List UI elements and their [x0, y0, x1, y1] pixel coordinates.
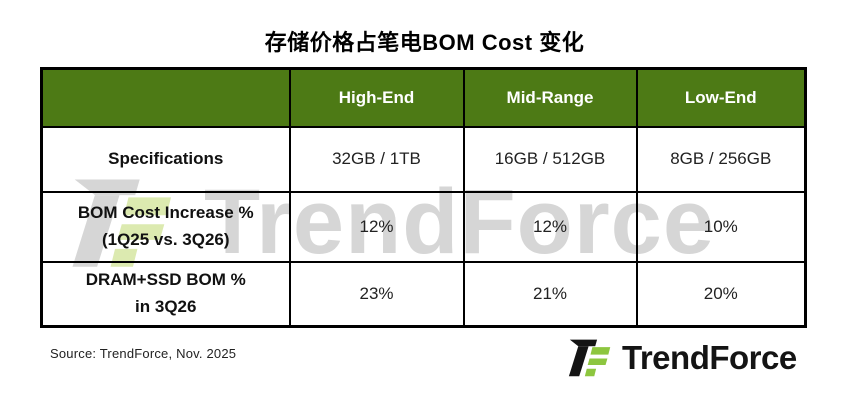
cell-specs-mid-range: 16GB / 512GB — [462, 125, 638, 193]
trendforce-logo: TrendForce — [567, 334, 797, 381]
cell-specs-low-end: 8GB / 256GB — [635, 125, 807, 193]
row-label-bom-cost-increase: BOM Cost Increase % (1Q25 vs. 3Q26) — [40, 190, 291, 263]
source-note: Source: TrendForce, Nov. 2025 — [50, 346, 237, 361]
cell-bom-low-end: 10% — [635, 190, 807, 263]
trendforce-logo-text: TrendForce — [622, 339, 797, 376]
cell-dram-mid-range: 21% — [462, 260, 638, 328]
header-cell-empty — [40, 67, 291, 128]
cell-bom-mid-range: 12% — [462, 190, 638, 263]
trendforce-logo-icon — [568, 339, 611, 377]
row-label-line: Specifications — [108, 148, 224, 168]
bom-cost-table: High-End Mid-Range Low-End Specification… — [40, 67, 807, 328]
row-label-line: in 3Q26 — [135, 296, 197, 316]
cell-dram-low-end: 20% — [635, 260, 807, 328]
table-row-dram-ssd-bom: DRAM+SSD BOM % in 3Q26 23% 21% 20% — [40, 260, 807, 328]
header-cell-high-end: High-End — [288, 67, 465, 128]
row-label-specifications: Specifications — [40, 125, 291, 193]
row-label-dram-ssd-bom: DRAM+SSD BOM % in 3Q26 — [40, 260, 291, 328]
cell-bom-high-end: 12% — [288, 190, 465, 263]
table-header-row: High-End Mid-Range Low-End — [40, 67, 807, 128]
row-label-line: (1Q25 vs. 3Q26) — [101, 229, 230, 249]
header-cell-low-end: Low-End — [635, 67, 807, 128]
row-label-line: DRAM+SSD BOM % — [85, 270, 246, 290]
page-title: 存储价格占笔电BOM Cost 变化 — [264, 30, 585, 55]
table-row-specifications: Specifications 32GB / 1TB 16GB / 512GB 8… — [40, 125, 807, 193]
row-label-line: BOM Cost Increase % — [77, 203, 254, 223]
header-cell-mid-range: Mid-Range — [462, 67, 638, 128]
table-row-bom-cost-increase: BOM Cost Increase % (1Q25 vs. 3Q26) 12% … — [40, 190, 807, 263]
cell-specs-high-end: 32GB / 1TB — [288, 125, 465, 193]
cell-dram-high-end: 23% — [288, 260, 465, 328]
